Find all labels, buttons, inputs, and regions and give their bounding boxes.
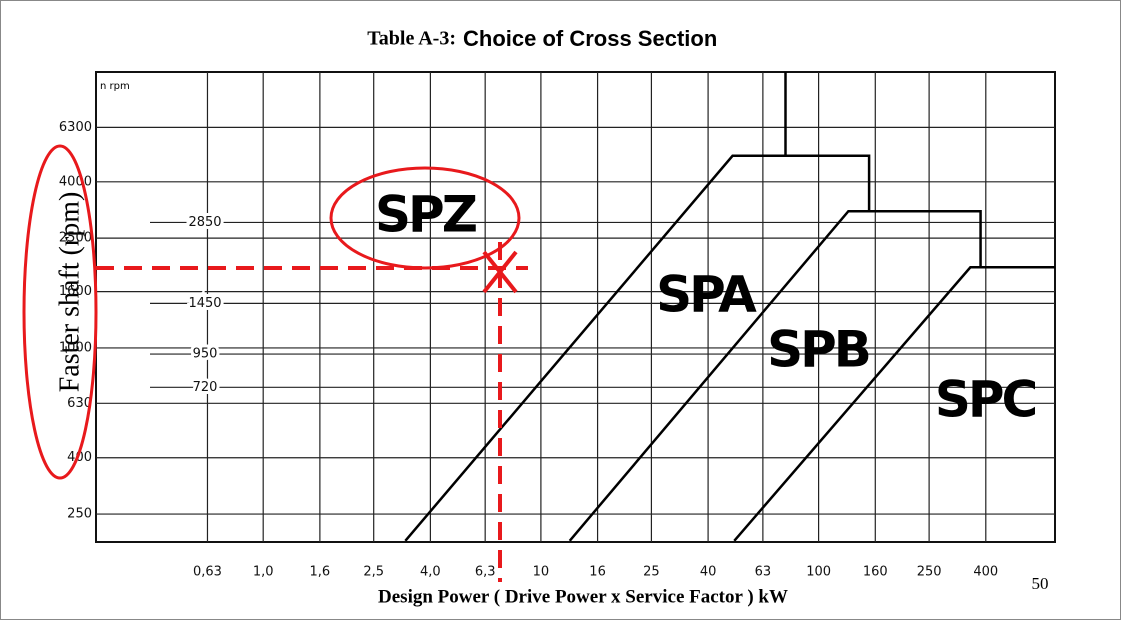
speed-label: 720 (193, 380, 218, 395)
plot: 0,63 1,0 1,6 2,5 4,0 6,3 10 16 25 40 63 100 160 250 40… (59, 72, 1055, 580)
y-tick-label: 630 (67, 396, 92, 411)
speed-label: 1450 (188, 296, 221, 311)
x-tick-label: 400 (973, 565, 998, 580)
x-tick-label: 1,0 (253, 565, 274, 580)
y-axis-label: Faster shaft (rpm) (54, 192, 85, 393)
y-tick-label: 1000 (59, 340, 92, 355)
x-axis-label: Design Power ( Drive Power x Service Fac… (378, 586, 788, 607)
region-label: SPC (935, 371, 1036, 429)
page-number: 50 (1032, 574, 1049, 593)
x-tick-label: 0,63 (193, 565, 222, 580)
region-label: SPB (767, 321, 869, 379)
annotation (22, 144, 528, 582)
x-tick-label: 6,3 (475, 565, 496, 580)
speed-label: 950 (193, 347, 218, 362)
x-tick-label: 250 (917, 565, 942, 580)
y-tick-label: 1600 (59, 284, 92, 299)
y-tick-label: 2500 (59, 231, 92, 246)
highlight-ellipse (329, 166, 521, 270)
x-tick-label: 1,6 (310, 565, 331, 580)
y-tick-label: 250 (67, 507, 92, 522)
x-tick-label: 16 (589, 565, 606, 580)
boundary-line (733, 266, 1055, 542)
cross-mark (482, 250, 518, 294)
region-label: SPA (656, 266, 757, 324)
region-label: SPZ (375, 186, 477, 244)
speed-label: 2850 (188, 215, 221, 230)
y-tick-label: 6300 (59, 120, 92, 135)
y-tick-label: 4000 (59, 174, 92, 189)
x-tick-label: 25 (643, 565, 660, 580)
highlight-ellipse (22, 144, 98, 480)
x-tick-label: 4,0 (420, 565, 441, 580)
x-tick-label: 100 (806, 565, 831, 580)
boundary-line (568, 209, 982, 542)
x-tick-label: 63 (755, 565, 772, 580)
x-tick-label: 2,5 (363, 565, 384, 580)
y-tick-label: 400 (67, 450, 92, 465)
x-tick-label: 10 (533, 565, 550, 580)
chart-title: Table A-3: (367, 28, 456, 50)
x-tick-label: 160 (863, 565, 888, 580)
boundary-line (404, 154, 871, 542)
chart-subtitle: Choice of Cross Section (463, 26, 717, 51)
y-unit-label: n rpm (100, 81, 130, 92)
x-tick-label: 40 (700, 565, 717, 580)
